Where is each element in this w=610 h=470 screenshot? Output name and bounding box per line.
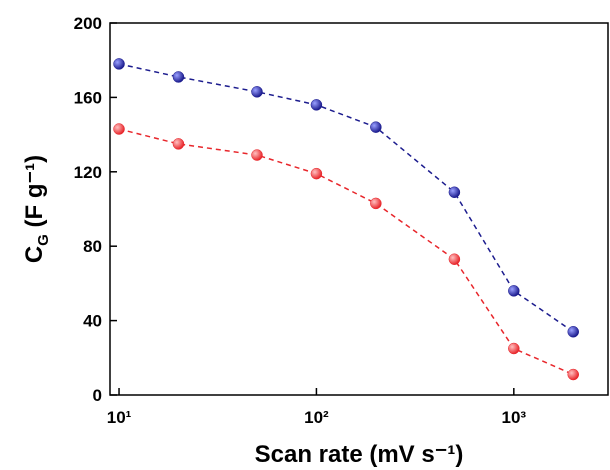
data-point	[172, 138, 185, 150]
data-point	[567, 368, 579, 381]
data-point	[508, 285, 520, 297]
plot-frame	[109, 22, 609, 396]
data-point	[172, 71, 185, 83]
y-label-rest: (F g⁻¹)	[21, 155, 48, 234]
x-tick-label: 10³	[502, 408, 527, 427]
data-point	[370, 197, 382, 210]
data-point	[448, 186, 461, 199]
data-point	[567, 326, 579, 338]
y-tick-label: 80	[83, 237, 102, 256]
y-tick-label: 40	[83, 312, 102, 331]
y-tick-label: 120	[74, 163, 102, 182]
data-point	[251, 86, 263, 98]
data-point	[310, 167, 323, 180]
y-axis-label: CG (F g⁻¹)	[21, 155, 52, 263]
data-point	[370, 121, 382, 133]
y-label-main: C	[21, 246, 48, 263]
data-point	[251, 149, 263, 161]
y-tick-label: 160	[74, 88, 102, 107]
data-point	[508, 342, 520, 355]
x-axis-label: Scan rate (mV s⁻¹)	[255, 441, 464, 468]
data-point	[113, 123, 125, 135]
y-tick-label: 200	[74, 14, 102, 33]
data-point	[448, 253, 461, 265]
y-tick-label: 0	[93, 386, 102, 405]
x-tick-label: 10¹	[107, 408, 132, 427]
series-line	[118, 63, 574, 333]
data-point	[310, 99, 323, 111]
x-tick-label: 10²	[304, 408, 329, 427]
y-label-sub: G	[35, 234, 52, 246]
series-line	[118, 128, 574, 376]
data-point	[113, 58, 125, 70]
